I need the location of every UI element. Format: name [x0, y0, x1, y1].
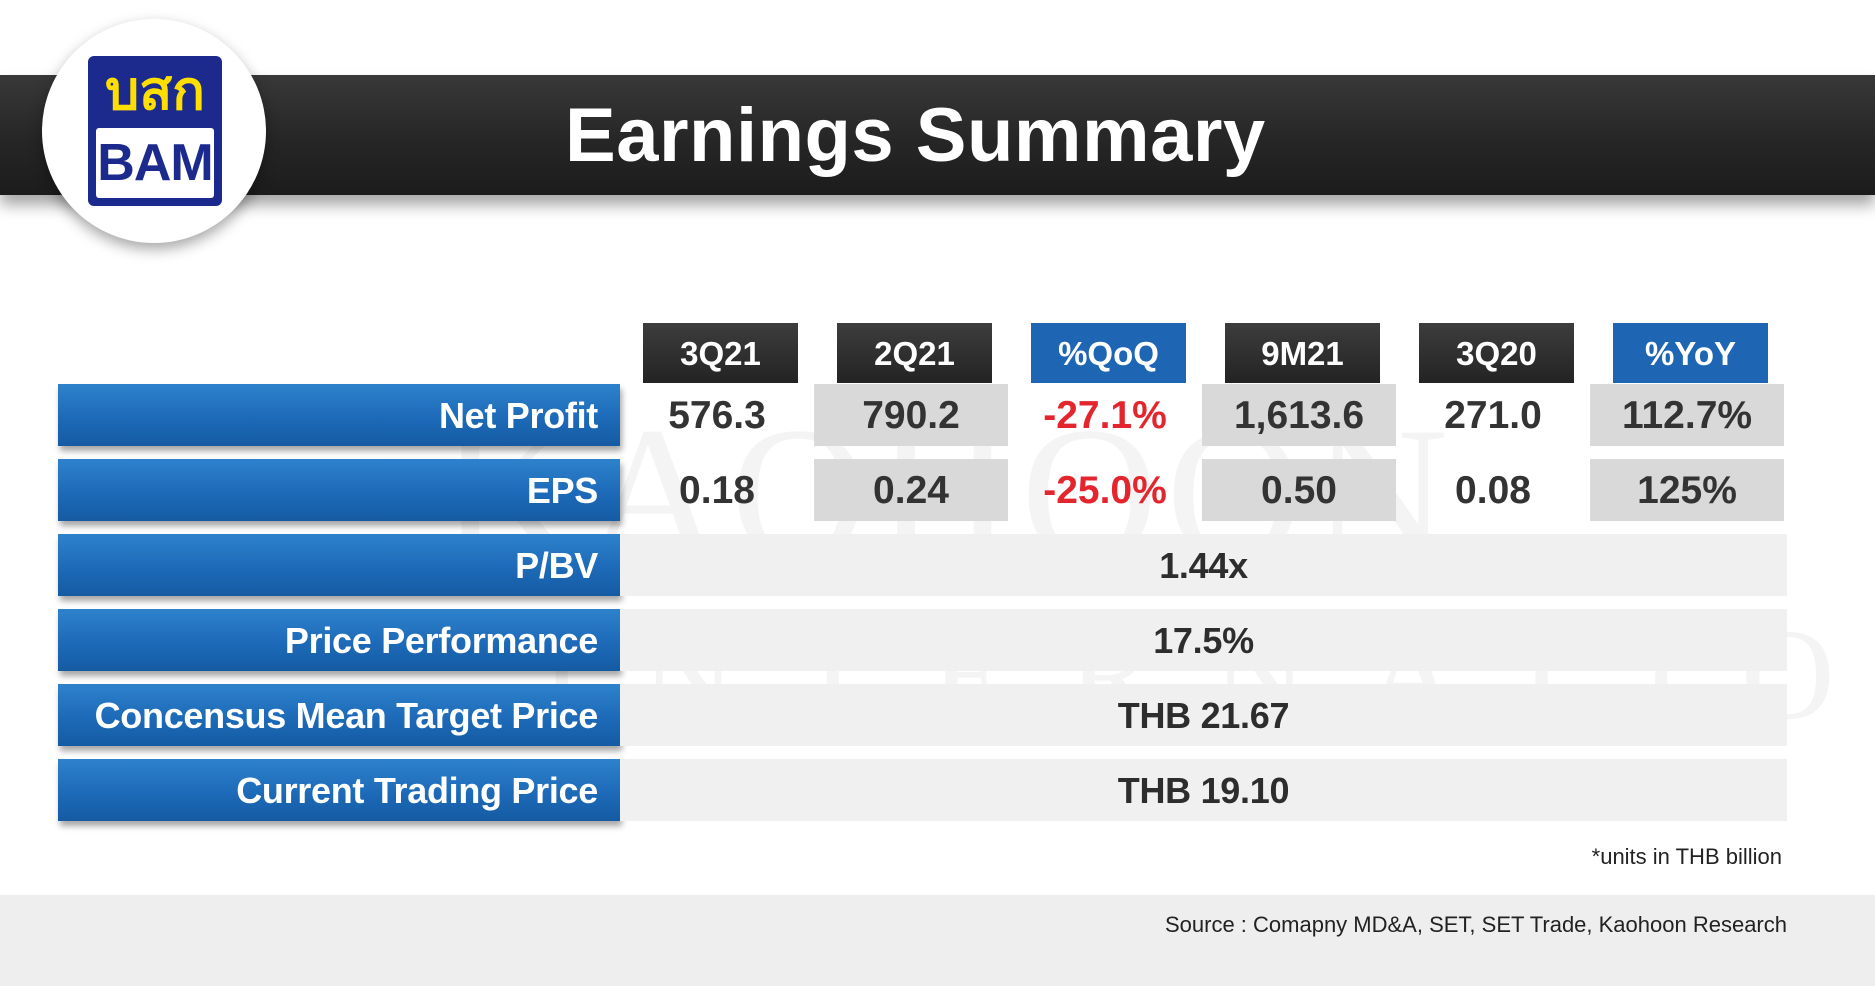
net-profit-9m21: 1,613.6	[1202, 384, 1396, 446]
eps-qoq: -25.0%	[1043, 469, 1167, 512]
net-profit-3q20: 271.0	[1444, 394, 1542, 437]
row-label-price-performance: Price Performance	[58, 609, 620, 671]
column-header-yoy: %YoY	[1613, 323, 1768, 383]
bam-logo: บสก BAM	[42, 19, 266, 243]
net-profit-yoy: 112.7%	[1590, 384, 1784, 446]
net-profit-3q21: 576.3	[668, 394, 766, 437]
logo-inner-panel: BAM	[96, 128, 214, 198]
units-note: *units in THB billion	[1591, 844, 1782, 869]
eps-yoy: 125%	[1590, 459, 1784, 521]
row-label-net-profit: Net Profit	[58, 384, 620, 446]
pbv-value: 1.44x	[620, 534, 1787, 596]
eps-9m21: 0.50	[1202, 459, 1396, 521]
target-price-value: THB 21.67	[620, 684, 1787, 746]
price-performance-value: 17.5%	[620, 609, 1787, 671]
logo-badge: บสก BAM	[88, 56, 222, 206]
row-label-trading-price: Current Trading Price	[58, 759, 620, 821]
logo-ticker-text: BAM	[97, 134, 213, 192]
column-header-qoq: %QoQ	[1031, 323, 1186, 383]
eps-3q20: 0.08	[1455, 469, 1531, 512]
footer-bar	[0, 895, 1875, 986]
net-profit-qoq: -27.1%	[1043, 394, 1167, 437]
page-title: Earnings Summary	[565, 93, 1266, 178]
row-label-eps: EPS	[58, 459, 620, 521]
column-header-2q21: 2Q21	[837, 323, 992, 383]
eps-3q21: 0.18	[679, 469, 755, 512]
row-label-target-price: Concensus Mean Target Price	[58, 684, 620, 746]
column-header-3q21: 3Q21	[643, 323, 798, 383]
logo-thai-text: บสก	[105, 59, 205, 122]
column-header-3q20: 3Q20	[1419, 323, 1574, 383]
net-profit-2q21: 790.2	[814, 384, 1008, 446]
header-banner	[0, 75, 1875, 195]
row-label-pbv: P/BV	[58, 534, 620, 596]
trading-price-value: THB 19.10	[620, 759, 1787, 821]
source-text: Source : Comapny MD&A, SET, SET Trade, K…	[1164, 912, 1787, 937]
column-header-9m21: 9M21	[1225, 323, 1380, 383]
eps-2q21: 0.24	[814, 459, 1008, 521]
